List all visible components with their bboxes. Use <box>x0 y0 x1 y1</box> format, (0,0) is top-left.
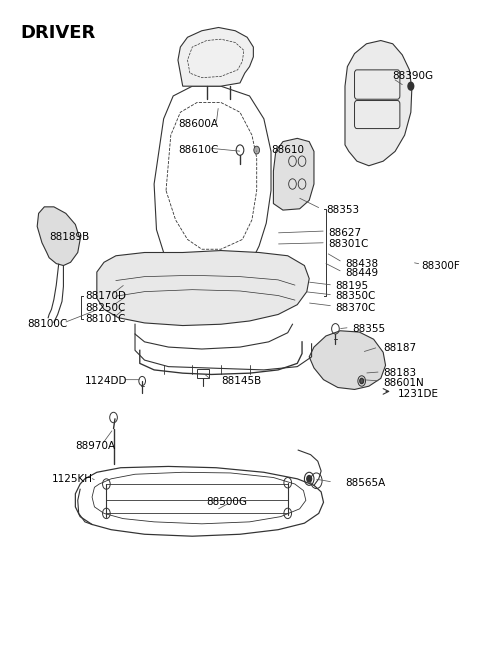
Text: 1125KH: 1125KH <box>51 474 93 484</box>
Text: 88390G: 88390G <box>393 71 434 81</box>
Circle shape <box>254 146 260 154</box>
Text: 88101C: 88101C <box>85 314 125 324</box>
Text: 88610: 88610 <box>271 145 304 155</box>
Polygon shape <box>309 331 385 390</box>
Text: 88449: 88449 <box>345 269 378 278</box>
Text: 88145B: 88145B <box>221 376 261 386</box>
Text: 88100C: 88100C <box>28 319 68 329</box>
Circle shape <box>307 476 312 482</box>
Text: 1124DD: 1124DD <box>85 376 127 386</box>
Text: 88438: 88438 <box>345 259 378 269</box>
Text: 88353: 88353 <box>326 205 359 215</box>
Text: 88170D: 88170D <box>85 291 126 301</box>
Text: 88250C: 88250C <box>85 303 125 313</box>
Text: 88627: 88627 <box>328 228 361 238</box>
Bar <box>197 369 209 379</box>
Polygon shape <box>97 251 309 326</box>
Circle shape <box>360 379 364 384</box>
Polygon shape <box>345 41 412 166</box>
Text: 88189B: 88189B <box>49 233 89 242</box>
Text: 88187: 88187 <box>383 343 416 353</box>
Text: 88601N: 88601N <box>383 378 424 388</box>
Text: 88565A: 88565A <box>345 477 385 488</box>
Text: 88350C: 88350C <box>336 291 376 301</box>
Polygon shape <box>274 138 314 210</box>
Circle shape <box>408 83 414 90</box>
Text: 88183: 88183 <box>383 368 416 378</box>
Text: 88355: 88355 <box>352 324 385 334</box>
Text: 88370C: 88370C <box>336 303 376 313</box>
Text: 1231DE: 1231DE <box>397 389 439 399</box>
Text: 88500G: 88500G <box>206 497 248 507</box>
Text: 88301C: 88301C <box>328 239 369 249</box>
Text: DRIVER: DRIVER <box>21 24 96 42</box>
Text: 88970A: 88970A <box>75 441 116 451</box>
Text: 88600A: 88600A <box>178 119 218 129</box>
Text: 88300F: 88300F <box>421 261 460 271</box>
Polygon shape <box>37 207 80 265</box>
Polygon shape <box>178 28 253 86</box>
Text: 88195: 88195 <box>336 282 369 291</box>
Text: 88610C: 88610C <box>178 145 218 155</box>
